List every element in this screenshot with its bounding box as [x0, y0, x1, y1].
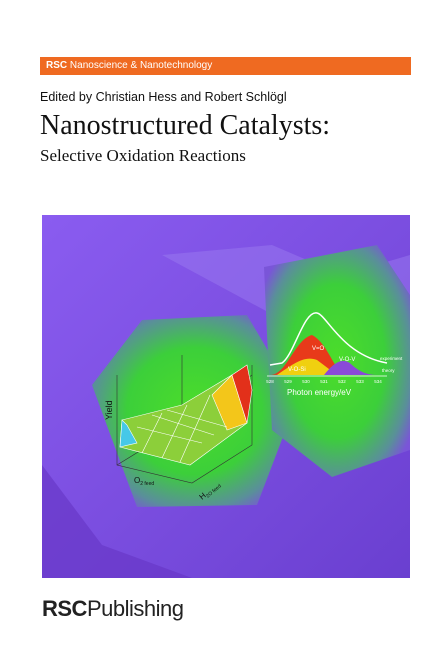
title: Nanostructured Catalysts:	[40, 110, 331, 141]
axis-label: Yield	[104, 400, 114, 420]
cover-art: Yield O2 feed H2O feed V=O V-O-V V-O-Si …	[42, 215, 410, 578]
tick-label: 534	[374, 379, 382, 384]
axis-label: Photon energy/eV	[287, 388, 352, 397]
crystal-facet	[42, 465, 192, 578]
series-name: Nanoscience & Nanotechnology	[69, 60, 213, 71]
tick-label: 533	[356, 379, 364, 384]
axis-label-sub: 2 feed	[140, 481, 154, 487]
peak-label: V-O-Si	[288, 367, 306, 373]
legend-label: theory	[382, 368, 395, 373]
surface-plot	[116, 355, 253, 484]
axis-label-main: O	[134, 476, 140, 485]
tick-label: 532	[338, 379, 346, 384]
editors: Edited by Christian Hess and Robert Schl…	[40, 90, 287, 104]
peak-label: V-O-V	[339, 357, 355, 363]
axis-label: O2 feed	[134, 476, 154, 487]
series-bar: RSC Nanoscience & Nanotechnology	[40, 57, 411, 75]
publisher-brand: RSC	[42, 596, 87, 621]
peak-label: V=O	[312, 346, 325, 352]
tick-label: 531	[320, 379, 328, 384]
tick-labels: 528 529 530 531 532 533 534	[266, 379, 382, 384]
hexagon-right	[264, 245, 410, 477]
tick-label: 530	[302, 379, 310, 384]
legend-label: experiment	[380, 356, 403, 361]
subtitle: Selective Oxidation Reactions	[40, 146, 246, 165]
tick-label: 529	[284, 379, 292, 384]
series-brand: RSC	[46, 60, 68, 71]
publisher: RSCPublishing	[42, 596, 184, 622]
tick-label: 528	[266, 379, 274, 384]
spectrum	[267, 312, 388, 377]
axis-label-main: H	[198, 491, 208, 502]
publisher-name: Publishing	[86, 596, 184, 621]
